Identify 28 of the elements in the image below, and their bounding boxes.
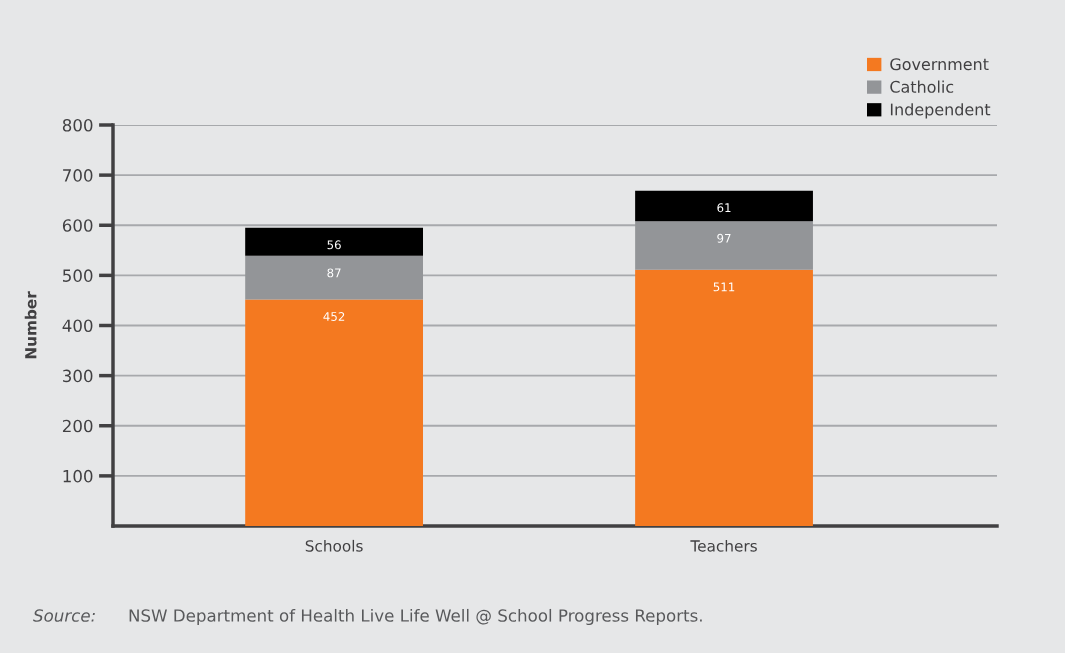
bar <box>245 299 423 526</box>
data-label: 452 <box>323 311 345 321</box>
y-tick-label: 500 <box>63 269 93 282</box>
legend-label: Independent <box>890 103 991 119</box>
x-tick-label: Teachers <box>690 539 757 552</box>
data-label: 97 <box>717 233 731 243</box>
x-tick-label: Schools <box>305 539 363 552</box>
data-label: 61 <box>717 203 731 213</box>
y-tick-label: 200 <box>62 419 93 433</box>
y-axis-title: Number <box>24 291 37 359</box>
y-tick-label: 800 <box>62 118 93 132</box>
y-tick-label: 300 <box>63 369 93 383</box>
bar <box>635 190 813 222</box>
y-tick-label: 600 <box>62 219 93 232</box>
data-label: 511 <box>713 282 735 292</box>
bar <box>635 221 813 270</box>
y-tick-label: 400 <box>62 319 93 333</box>
y-tick-label: 700 <box>63 169 93 182</box>
data-label: 56 <box>327 240 341 250</box>
legend-label: Catholic <box>890 80 954 93</box>
legend-label: Government <box>890 58 989 71</box>
data-label: 87 <box>327 268 341 278</box>
source-note: Source: <box>33 609 95 622</box>
bar <box>245 255 423 300</box>
bar <box>245 227 423 256</box>
y-tick-label: 100 <box>63 469 93 483</box>
bar <box>635 269 813 526</box>
text: NSW Department of Health Live Life Well @ School Progress Reports. <box>129 608 702 626</box>
